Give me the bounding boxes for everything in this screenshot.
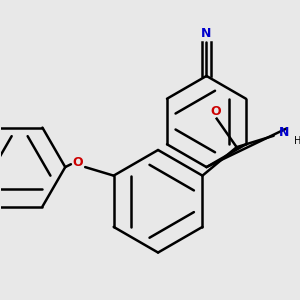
- Text: H: H: [294, 136, 300, 146]
- Text: N: N: [278, 126, 289, 140]
- Text: N: N: [201, 27, 212, 40]
- Text: O: O: [210, 105, 220, 118]
- Text: O: O: [73, 156, 83, 169]
